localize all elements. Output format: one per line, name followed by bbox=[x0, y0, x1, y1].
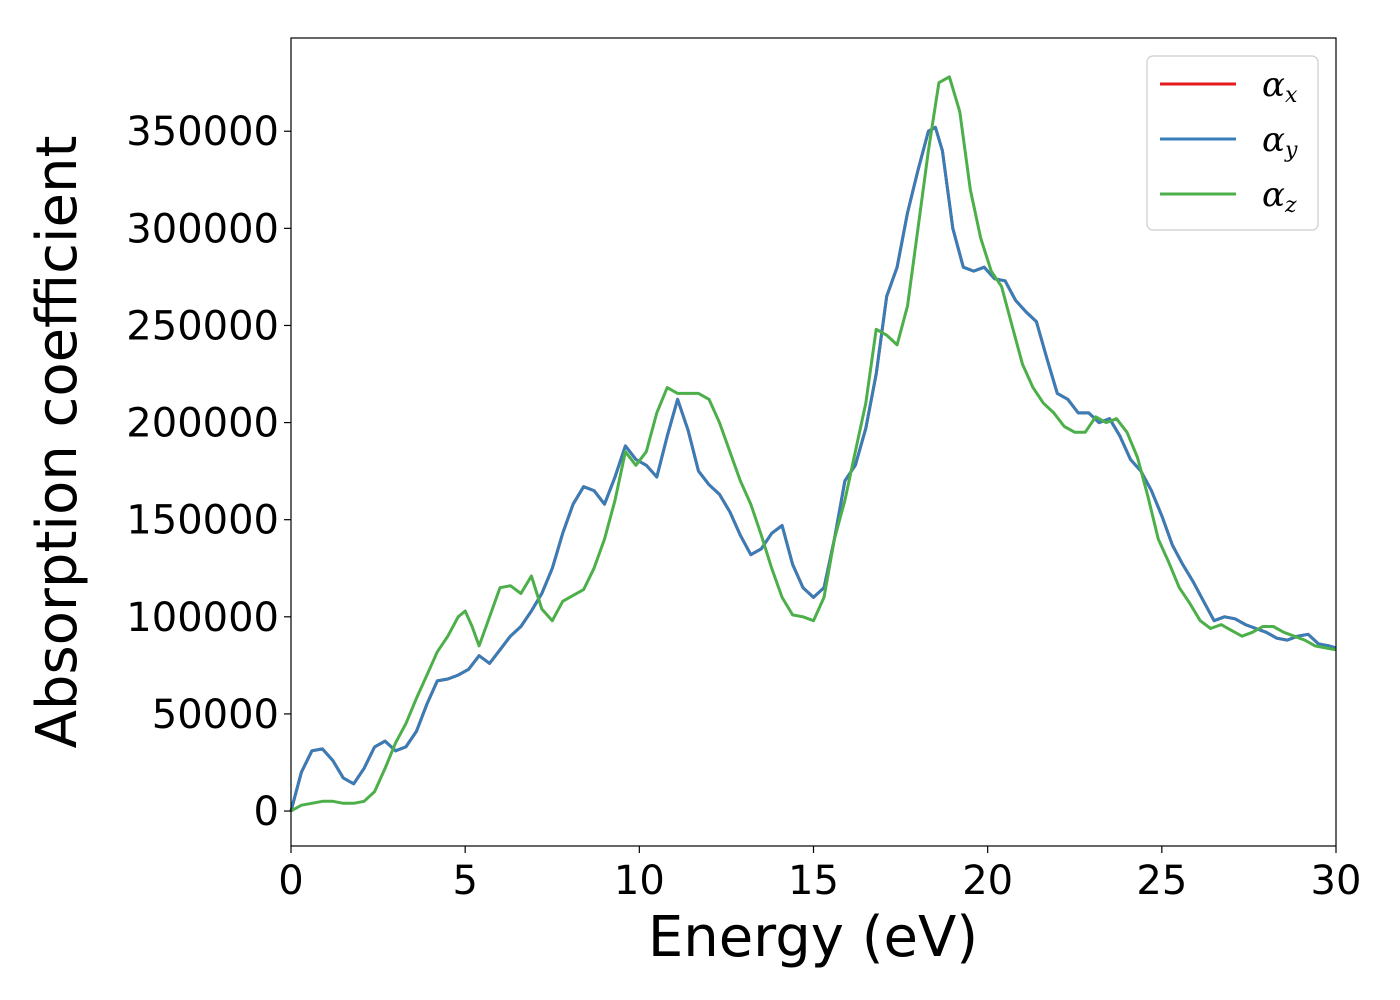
legend-label-alpha-z: αz bbox=[1262, 175, 1297, 218]
x-tick-label: 5 bbox=[452, 858, 477, 904]
y-tick-label: 100000 bbox=[126, 595, 279, 641]
series-layer bbox=[289, 75, 1337, 813]
legend-alpha-y-subscript: y bbox=[1284, 138, 1298, 163]
x-axis-title: Energy (eV) bbox=[648, 905, 978, 970]
legend-alpha-x-subscript: x bbox=[1285, 83, 1298, 108]
legend-label-alpha-x: αx bbox=[1262, 65, 1298, 108]
legend: αx αy αz bbox=[1146, 55, 1319, 231]
y-axis-title: Absorption coefficient bbox=[25, 136, 90, 749]
y-tick-label: 250000 bbox=[126, 303, 279, 349]
x-tick-label: 15 bbox=[788, 858, 839, 904]
legend-alpha-z-subscript: z bbox=[1284, 193, 1297, 218]
legend-alpha-y-symbol: α bbox=[1262, 120, 1285, 160]
series-line-alpha-y bbox=[289, 125, 1337, 812]
x-tick-label: 30 bbox=[1311, 858, 1362, 904]
x-axis: 0 5 10 15 20 25 30 bbox=[278, 846, 1361, 904]
x-tick-label: 0 bbox=[278, 858, 303, 904]
y-tick-label: 0 bbox=[254, 789, 279, 835]
legend-alpha-z-symbol: α bbox=[1262, 175, 1285, 215]
series-line-alpha-z bbox=[290, 75, 1337, 813]
y-tick-label: 350000 bbox=[126, 109, 279, 155]
y-tick-label: 200000 bbox=[126, 401, 279, 447]
y-tick-label: 50000 bbox=[152, 692, 279, 738]
x-tick-label: 10 bbox=[614, 858, 665, 904]
x-tick-label: 25 bbox=[1136, 858, 1187, 904]
legend-alpha-x-symbol: α bbox=[1262, 65, 1285, 105]
legend-box bbox=[1146, 55, 1319, 231]
y-tick-label: 300000 bbox=[126, 206, 279, 252]
y-axis: 0 50000 100000 150000 200000 250000 300000 3500… bbox=[126, 109, 291, 835]
x-tick-label: 20 bbox=[962, 858, 1013, 904]
legend-label-alpha-y: αy bbox=[1262, 120, 1298, 163]
y-tick-label: 150000 bbox=[126, 498, 279, 544]
